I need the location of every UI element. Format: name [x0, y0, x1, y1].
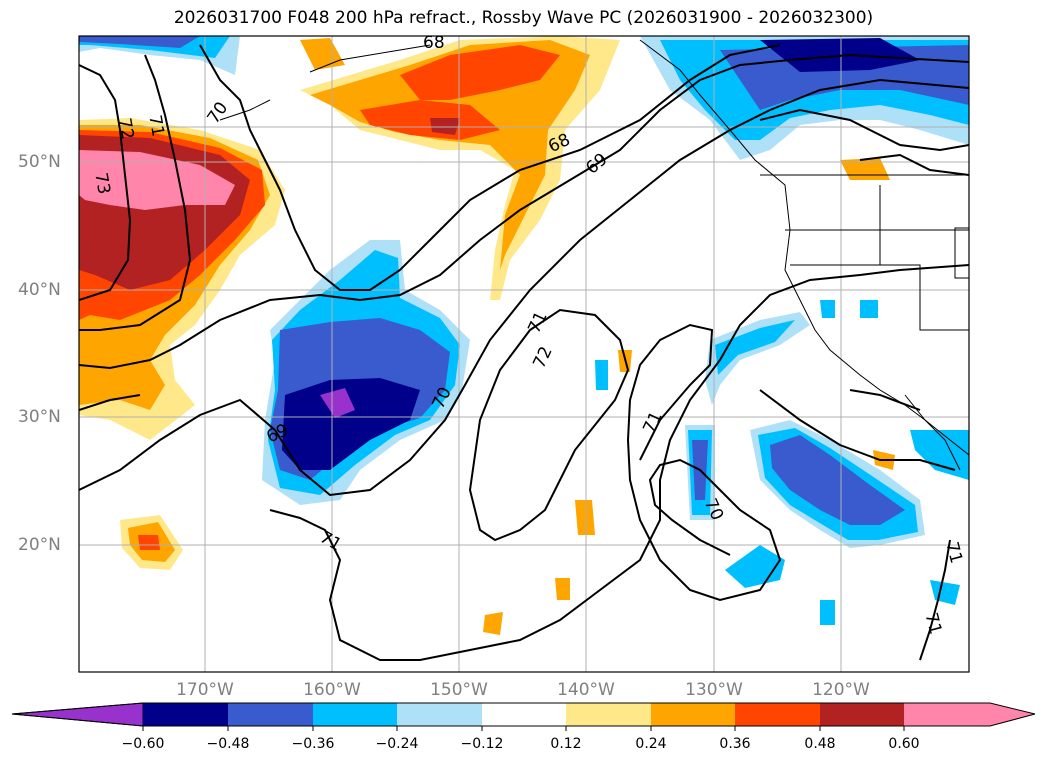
colorbar-min-arrow — [11, 702, 144, 727]
colorbar-tick: −0.24 — [375, 736, 419, 752]
colorbar-swatch — [482, 703, 566, 726]
colorbar-swatch — [143, 703, 228, 726]
contours — [79, 44, 969, 661]
colorbar-swatch — [820, 703, 904, 726]
contour-label: 68 — [423, 33, 445, 53]
contour-label: 72 — [114, 116, 137, 141]
lon-label-130w: 130°W — [685, 680, 743, 700]
colorbar-swatch — [313, 703, 397, 726]
lon-label-120w: 120°W — [812, 680, 870, 700]
lon-label-150w: 150°W — [430, 680, 488, 700]
colorbar-swatch — [228, 703, 313, 726]
colorbar-max-arrow — [904, 703, 1035, 726]
lon-label-160w: 160°W — [303, 680, 361, 700]
lon-label-170w: 170°W — [176, 680, 234, 700]
graticule — [79, 36, 969, 672]
lat-label-20n: 20°N — [18, 535, 61, 555]
colorbar-tick: 0.48 — [804, 736, 836, 752]
contour-label: 73 — [90, 171, 113, 196]
colorbar-tick: 0.12 — [550, 736, 582, 752]
colorbar-tick: 0.36 — [719, 736, 751, 752]
colorbar-swatch — [397, 703, 482, 726]
lon-label-140w: 140°W — [557, 680, 615, 700]
colorbar-tick: −0.12 — [460, 736, 504, 752]
colorbar-tick: −0.60 — [121, 736, 165, 752]
lat-label-30n: 30°N — [18, 407, 61, 427]
colorbar-tick: −0.48 — [206, 736, 250, 752]
colorbar-swatch — [735, 703, 820, 726]
map-title: 2026031700 F048 200 hPa refract., Rossby… — [173, 8, 874, 28]
contour-label: 71 — [144, 113, 167, 138]
colorbar — [11, 702, 1036, 731]
colorbar-tick: −0.36 — [291, 736, 335, 752]
colorbar-swatch — [651, 703, 735, 726]
colorbar-swatch — [566, 703, 651, 726]
colorbar-tick: 0.24 — [635, 736, 667, 752]
lat-label-40n: 40°N — [18, 280, 61, 300]
lat-label-50n: 50°N — [18, 152, 61, 172]
coastlines — [219, 39, 969, 471]
colorbar-tick: 0.60 — [888, 736, 920, 752]
map-frame — [78, 35, 970, 673]
shading-layer — [79, 36, 969, 635]
